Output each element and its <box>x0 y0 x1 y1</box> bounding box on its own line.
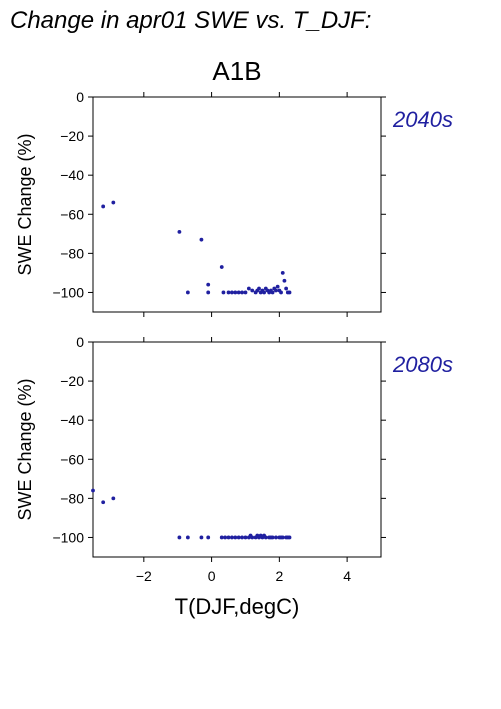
data-point <box>199 237 204 242</box>
data-point <box>275 284 280 289</box>
data-point <box>250 288 255 293</box>
y-tick-label: −100 <box>52 529 84 545</box>
x-tick-label: 4 <box>343 568 351 584</box>
y-tick-label: −60 <box>60 206 84 222</box>
data-point <box>246 286 251 291</box>
data-point <box>226 290 231 295</box>
data-point <box>233 535 238 540</box>
panel-label: 2040s <box>392 107 453 132</box>
x-tick-label: −2 <box>136 568 152 584</box>
data-point <box>236 535 241 540</box>
data-point <box>230 290 234 295</box>
data-point <box>287 535 292 540</box>
data-point <box>243 535 248 540</box>
y-tick-label: −60 <box>60 451 84 467</box>
y-axis-label: SWE Change (%) <box>15 378 35 520</box>
data-point <box>236 290 241 295</box>
data-point <box>279 290 283 295</box>
data-point <box>111 200 116 205</box>
data-point <box>221 290 226 295</box>
y-tick-label: 0 <box>76 334 84 350</box>
x-tick-label: 2 <box>275 568 283 584</box>
data-point <box>206 282 211 287</box>
y-tick-label: −80 <box>60 490 84 506</box>
data-point <box>240 535 244 540</box>
data-point <box>226 535 231 540</box>
plot-frame <box>92 341 382 558</box>
data-point <box>280 535 285 540</box>
x-tick-label: 0 <box>208 568 216 584</box>
data-point <box>199 535 204 540</box>
y-tick-label: −100 <box>52 284 84 300</box>
panel-label: 2080s <box>392 352 453 377</box>
data-point <box>91 488 95 493</box>
data-point <box>177 535 182 540</box>
y-axis-label: SWE Change (%) <box>15 133 35 275</box>
data-point <box>233 290 238 295</box>
x-axis-label: T(DJF,degC) <box>175 594 300 619</box>
data-point <box>219 535 224 540</box>
figure-title: Change in apr01 SWE vs. T_DJF: <box>10 7 371 34</box>
data-point <box>270 535 275 540</box>
data-point <box>270 290 275 295</box>
data-point <box>223 535 228 540</box>
data-point <box>263 535 268 540</box>
data-point <box>262 290 267 295</box>
y-tick-label: −20 <box>60 373 84 389</box>
y-tick-label: −40 <box>60 167 84 183</box>
data-point <box>250 535 255 540</box>
data-point <box>219 265 224 269</box>
data-point <box>243 290 248 295</box>
data-point <box>280 271 285 275</box>
data-point <box>177 229 182 234</box>
data-point <box>185 535 190 540</box>
scenario-title: A1B <box>212 56 261 86</box>
data-point <box>230 535 234 540</box>
y-tick-label: 0 <box>76 89 84 105</box>
data-point <box>206 535 211 540</box>
y-tick-label: −80 <box>60 245 84 261</box>
data-point <box>101 500 106 505</box>
y-tick-label: −40 <box>60 412 84 428</box>
panel-2040s: 0 −20 −40 −60 −80 −100 SWE Change (%) 2040s <box>15 89 453 317</box>
data-point <box>287 290 292 295</box>
data-point <box>111 496 116 501</box>
data-point <box>282 278 287 283</box>
data-point <box>257 286 261 291</box>
data-point <box>240 290 244 295</box>
data-point <box>284 286 289 291</box>
y-tick-label: −20 <box>60 128 84 144</box>
data-point <box>274 535 278 540</box>
plot-frame <box>92 96 382 313</box>
data-point <box>274 288 278 293</box>
data-point <box>185 290 190 295</box>
data-point <box>101 204 106 209</box>
data-point <box>206 290 211 295</box>
